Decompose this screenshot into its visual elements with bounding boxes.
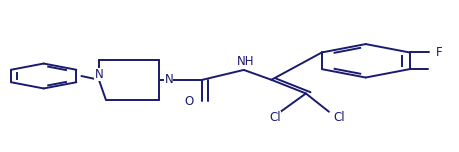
Text: N: N xyxy=(94,68,103,81)
Text: Cl: Cl xyxy=(269,111,280,124)
Text: F: F xyxy=(435,46,441,59)
Text: O: O xyxy=(184,95,193,108)
Text: N: N xyxy=(164,73,173,86)
Text: Cl: Cl xyxy=(332,111,344,124)
Text: NH: NH xyxy=(237,55,254,68)
